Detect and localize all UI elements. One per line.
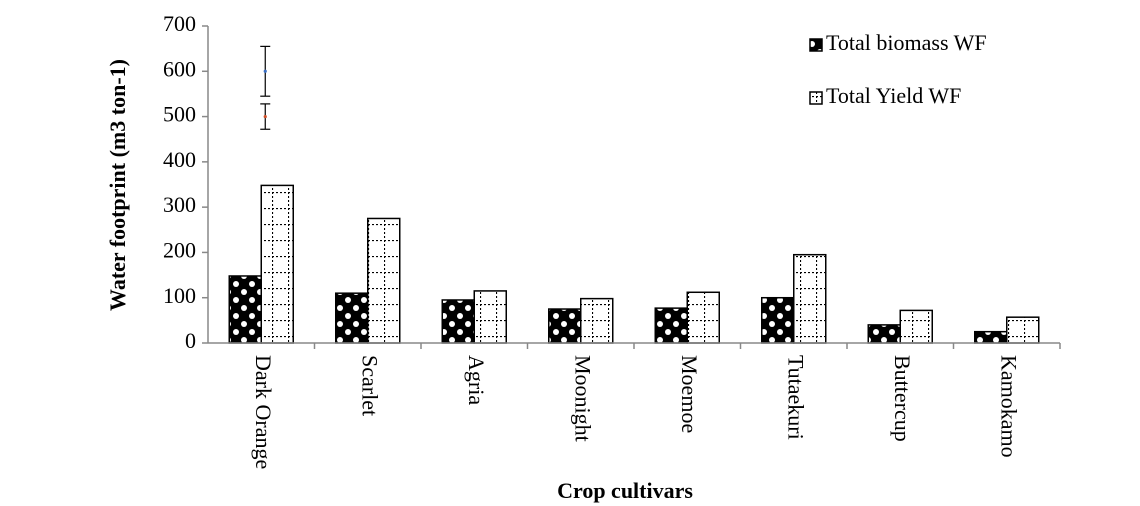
bar bbox=[335, 292, 369, 344]
legend-label: Total Yield WF bbox=[826, 83, 961, 108]
x-axis-title: Crop cultivars bbox=[557, 478, 693, 503]
y-axis-title: Water footprint (m3 ton-1) bbox=[105, 59, 130, 311]
x-tick-label: Moemoe bbox=[677, 355, 702, 433]
bar bbox=[228, 275, 262, 344]
error-bar bbox=[260, 45, 271, 97]
x-tick-label: Agria bbox=[464, 355, 489, 405]
bar bbox=[548, 308, 582, 344]
y-tick-label: 100 bbox=[163, 283, 196, 308]
bar bbox=[793, 253, 827, 344]
bar bbox=[654, 307, 688, 344]
y-tick-label: 600 bbox=[163, 56, 196, 81]
x-tick-label: Scarlet bbox=[358, 355, 383, 416]
bar bbox=[473, 290, 507, 344]
legend-swatch bbox=[809, 38, 823, 52]
bar bbox=[441, 299, 475, 344]
x-tick-label: Kamokamo bbox=[997, 355, 1022, 458]
y-tick-label: 700 bbox=[163, 11, 196, 36]
y-tick-label: 300 bbox=[163, 192, 196, 217]
error-bar bbox=[260, 103, 271, 130]
legend-label: Total biomass WF bbox=[826, 30, 987, 55]
bar bbox=[867, 324, 901, 344]
error-bar-center bbox=[263, 114, 267, 119]
x-tick-label: Tutaekuri bbox=[784, 355, 809, 440]
y-tick-label: 0 bbox=[185, 328, 196, 353]
bar bbox=[974, 330, 1008, 344]
legend-swatch bbox=[809, 91, 823, 105]
y-tick-label: 200 bbox=[163, 237, 196, 262]
bar bbox=[761, 296, 795, 344]
x-tick-label: Dark Orange bbox=[251, 355, 276, 469]
y-tick-label: 500 bbox=[163, 102, 196, 127]
bar bbox=[899, 309, 933, 344]
bar bbox=[686, 291, 720, 344]
bar bbox=[260, 184, 294, 344]
error-bar-center bbox=[263, 69, 267, 73]
bar bbox=[1006, 316, 1040, 344]
x-tick-label: Moonight bbox=[571, 355, 596, 442]
bar bbox=[580, 297, 614, 344]
x-tick-label: Buttercup bbox=[890, 355, 915, 442]
bar bbox=[367, 217, 401, 344]
y-tick-label: 400 bbox=[163, 147, 196, 172]
